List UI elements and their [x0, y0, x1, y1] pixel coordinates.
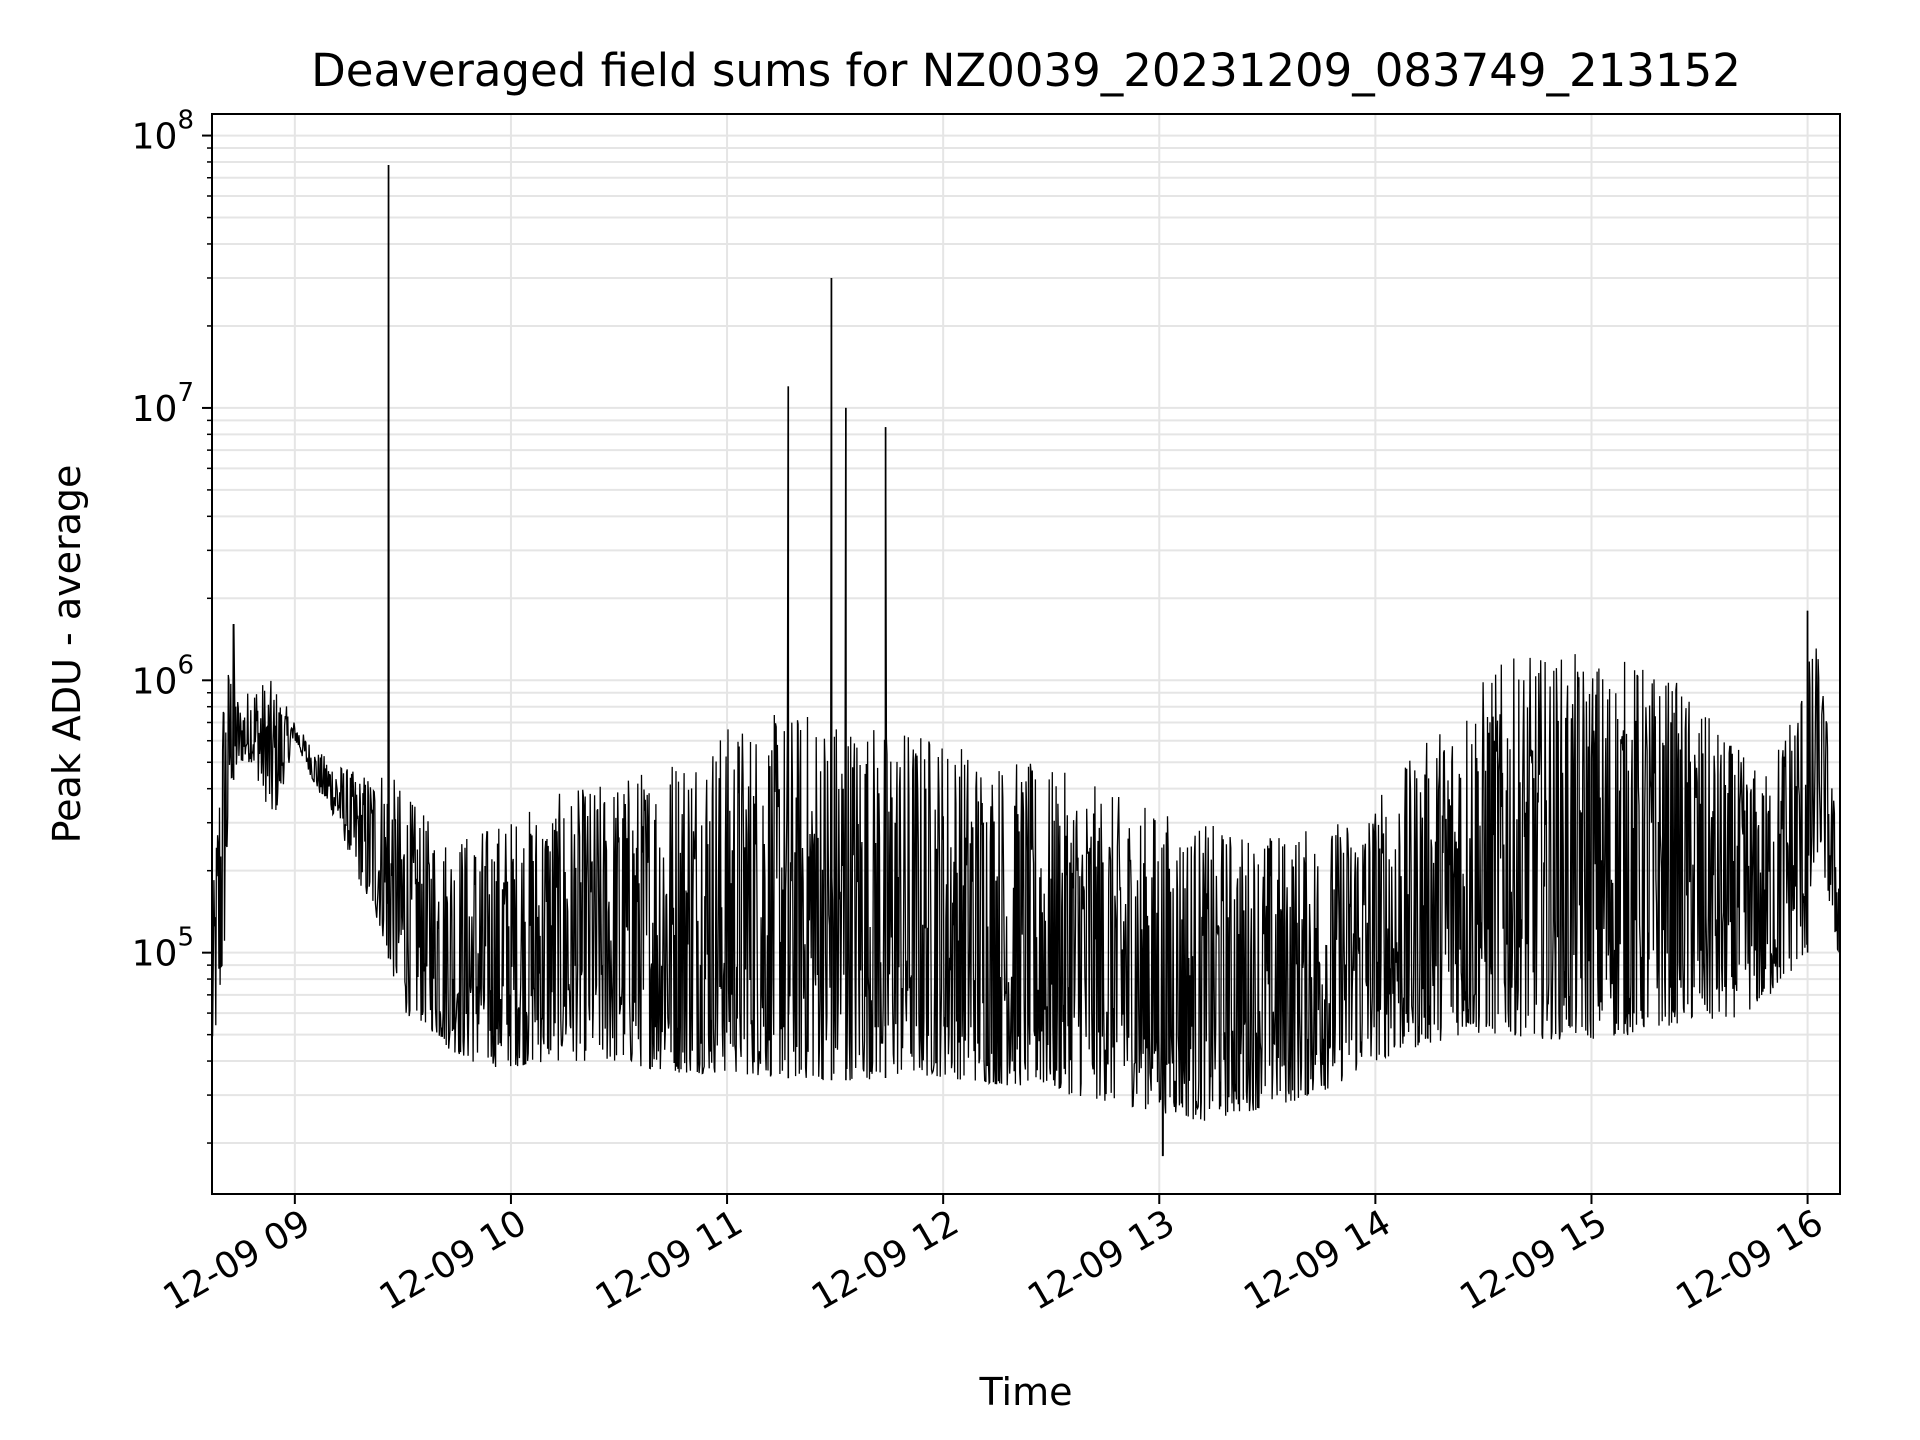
- chart-title: Deaveraged field sums for NZ0039_2023120…: [311, 44, 1741, 97]
- series-path: [211, 164, 1841, 1157]
- y-tick-label: 108: [132, 106, 194, 158]
- y-tick-label: 105: [132, 923, 194, 975]
- y-tick-label: 106: [132, 650, 194, 702]
- x-axis-label: Time: [979, 1370, 1073, 1414]
- series-line: [211, 164, 1841, 1157]
- y-axis: 105 106 107 108: [132, 106, 212, 1144]
- axes-frame: [211, 113, 1841, 1195]
- y-tick-label: 107: [132, 378, 194, 430]
- y-axis-label: Peak ADU - average: [45, 465, 89, 844]
